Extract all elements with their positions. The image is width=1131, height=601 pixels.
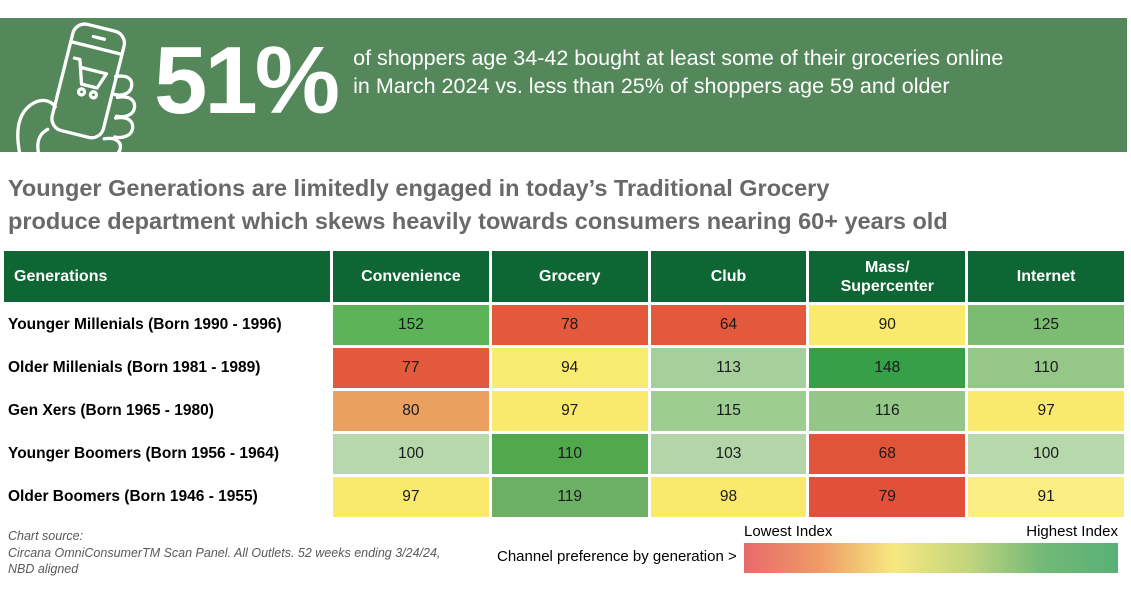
phone-shopping-cart-icon [0,18,148,152]
heatmap-cell: 97 [333,477,489,517]
column-header-convenience: Convenience [333,251,489,302]
headline-line1: Younger Generations are limitedly engage… [8,175,830,201]
heatmap-cell: 119 [491,477,648,517]
gradient-bar [744,543,1118,573]
heatmap-cell: 115 [650,391,807,431]
generation-label: Younger Millenials (Born 1990 - 1996) [4,305,330,345]
heatmap-cell: 97 [968,391,1124,431]
column-header-mass-line2: Supercenter [840,277,934,295]
stat-value: 51% [154,27,340,134]
generation-label: Younger Boomers (Born 1956 - 1964) [4,434,330,474]
heatmap-cell: 148 [809,348,966,388]
heatmap-cell: 113 [650,348,807,388]
heatmap-cell: 64 [650,305,807,345]
legend-high-label: Highest Index [1026,523,1118,540]
heatmap-cell: 125 [968,305,1124,345]
heatmap-cell: 110 [491,434,648,474]
heatmap-cell: 116 [809,391,966,431]
heatmap-cell: 110 [968,348,1124,388]
chart-source-line3: NBD aligned [8,562,79,576]
heatmap-cell: 79 [809,477,966,517]
stat-description: of shoppers age 34-42 bought at least so… [353,44,1003,100]
generation-label: Gen Xers (Born 1965 - 1980) [4,391,330,431]
column-header-generations: Generations [4,251,330,302]
heatmap-cell: 100 [968,434,1124,474]
heatmap-cell: 80 [333,391,489,431]
heatmap-cell: 77 [333,348,489,388]
generation-label: Older Boomers (Born 1946 - 1955) [4,477,330,517]
heatmap-cell: 100 [333,434,489,474]
column-header-internet: Internet [968,251,1124,302]
legend-caption: Channel preference by generation > [497,548,737,565]
heatmap-table: Generations Convenience Grocery Club Mas… [4,251,1124,517]
generation-label: Older Millenials (Born 1981 - 1989) [4,348,330,388]
heatmap-cell: 152 [333,305,489,345]
legend-low-label: Lowest Index [744,523,833,540]
heatmap-cell: 97 [491,391,648,431]
column-header-mass-supercenter: Mass/ Supercenter [809,251,966,302]
heatmap-cell: 68 [809,434,966,474]
column-header-grocery: Grocery [491,251,648,302]
column-header-club: Club [650,251,807,302]
heatmap-cell: 91 [968,477,1124,517]
heatmap-cell: 90 [809,305,966,345]
stat-banner: 51% of shoppers age 34-42 bought at leas… [0,18,1127,152]
stat-description-line2: in March 2024 vs. less than 25% of shopp… [353,74,950,98]
chart-source: Chart source: Circana OmniConsumerTM Sca… [8,528,440,578]
heatmap-cell: 98 [650,477,807,517]
headline: Younger Generations are limitedly engage… [8,172,948,238]
legend: Lowest Index Highest Index [744,523,1118,573]
heatmap-cell: 94 [491,348,648,388]
chart-source-line2: Circana OmniConsumerTM Scan Panel. All O… [8,545,441,560]
heatmap-cell: 103 [650,434,807,474]
heatmap-cell: 78 [491,305,648,345]
column-header-mass-line1: Mass/ [865,258,910,276]
headline-line2: produce department which skews heavily t… [8,208,948,234]
chart-source-line1: Chart source: [8,529,84,543]
stat-description-line1: of shoppers age 34-42 bought at least so… [353,46,1004,70]
